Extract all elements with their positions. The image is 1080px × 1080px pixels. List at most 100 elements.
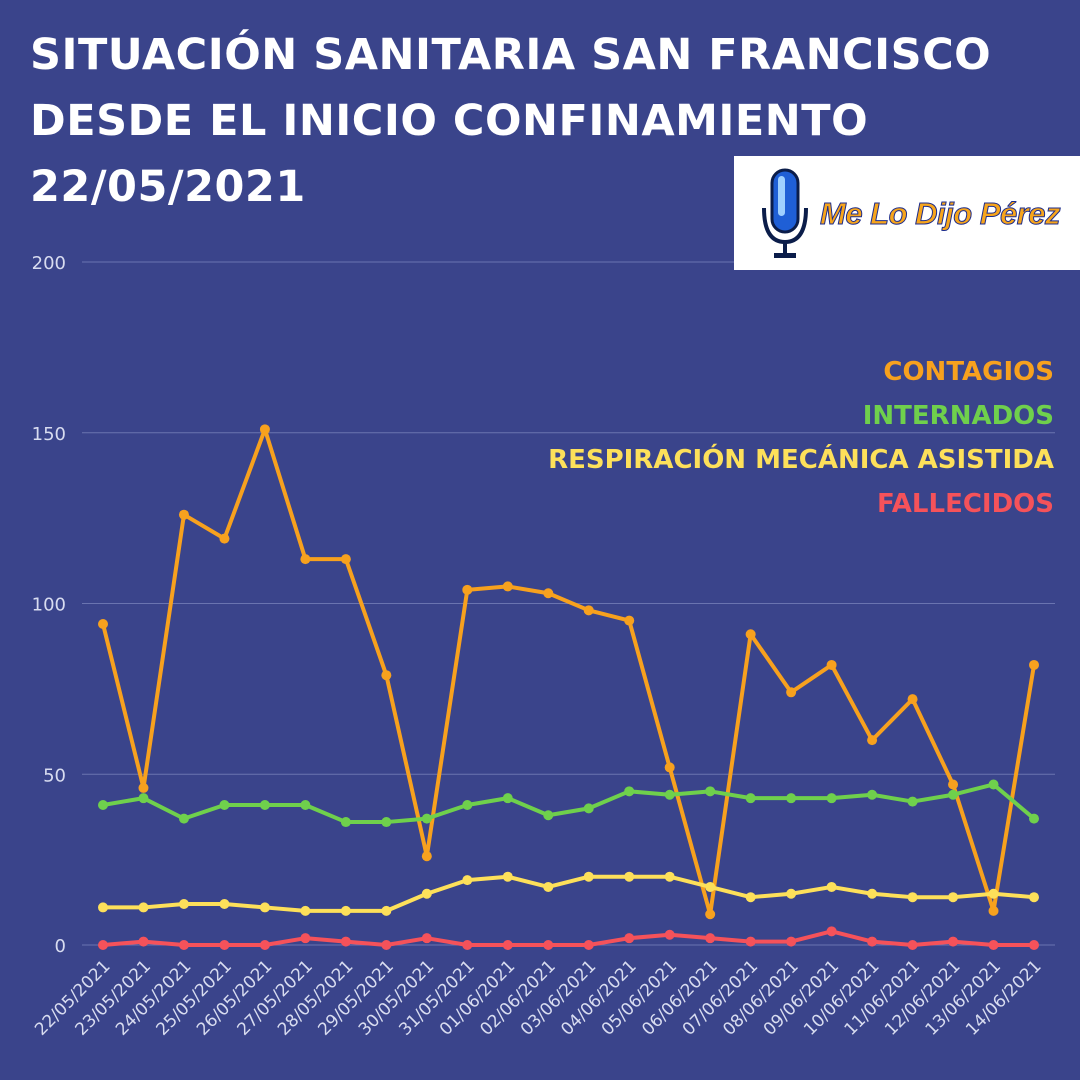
data-point <box>178 813 189 824</box>
data-point <box>745 936 756 947</box>
data-point <box>664 789 675 800</box>
data-point <box>1029 813 1039 824</box>
data-point <box>98 618 108 629</box>
data-point <box>300 799 311 810</box>
data-point <box>98 799 108 810</box>
data-point <box>705 786 716 797</box>
data-point <box>421 888 432 899</box>
data-point <box>826 881 837 892</box>
legend: CONTAGIOS INTERNADOS RESPIRACIÓN MECÁNIC… <box>548 350 1054 526</box>
data-point <box>867 789 878 800</box>
data-point <box>502 793 513 804</box>
data-point <box>907 694 918 705</box>
data-point <box>340 936 351 947</box>
data-point <box>178 899 189 910</box>
legend-fallecidos: FALLECIDOS <box>877 489 1054 519</box>
data-point <box>543 588 554 599</box>
data-point <box>583 940 594 950</box>
title-line-2: DESDE EL INICIO CONFINAMIENTO <box>30 96 869 146</box>
data-point <box>381 670 392 681</box>
data-point <box>583 871 594 882</box>
data-point <box>948 779 959 790</box>
data-point <box>219 799 230 810</box>
data-point <box>340 554 351 565</box>
data-point <box>543 881 554 892</box>
data-point <box>624 615 635 626</box>
data-point <box>988 779 999 790</box>
data-point <box>462 584 473 595</box>
logo: Me Lo Dijo Pérez <box>734 156 1080 270</box>
series-line-0 <box>101 427 1036 917</box>
data-point <box>462 875 473 886</box>
y-tick-label: 150 <box>32 424 66 445</box>
data-point <box>502 871 513 882</box>
series-line-2 <box>103 874 1035 913</box>
data-point <box>826 793 837 804</box>
data-point <box>421 933 432 944</box>
data-point <box>705 933 716 944</box>
data-point <box>178 509 189 520</box>
data-point <box>826 659 837 670</box>
legend-respiracion: RESPIRACIÓN MECÁNICA ASISTIDA <box>548 445 1054 475</box>
data-point <box>907 892 918 903</box>
legend-internados: INTERNADOS <box>862 401 1054 431</box>
data-point <box>178 940 189 950</box>
data-point <box>867 735 878 746</box>
data-point <box>462 799 473 810</box>
data-point <box>624 786 635 797</box>
data-point <box>705 909 716 920</box>
data-point <box>300 933 311 944</box>
data-point <box>1029 659 1039 670</box>
data-point <box>786 793 797 804</box>
data-point <box>988 905 999 916</box>
y-tick-label: 100 <box>32 595 66 616</box>
data-point <box>583 605 594 616</box>
data-point <box>138 782 149 793</box>
data-point <box>948 892 959 903</box>
data-point <box>98 902 108 913</box>
data-point <box>948 936 959 947</box>
data-point <box>786 687 797 698</box>
series-line-1 <box>102 782 1036 825</box>
data-point <box>867 936 878 947</box>
data-point <box>98 940 108 950</box>
data-point <box>300 554 311 565</box>
data-point <box>664 762 675 773</box>
data-point <box>745 793 756 804</box>
data-point <box>421 851 432 862</box>
y-tick-label: 50 <box>43 765 66 786</box>
data-point <box>462 940 473 950</box>
data-point <box>259 799 270 810</box>
data-point <box>138 936 149 947</box>
data-point <box>421 813 432 824</box>
data-point <box>786 936 797 947</box>
data-point <box>543 940 554 950</box>
chart-title: SITUACIÓN SANITARIA SAN FRANCISCO DESDE … <box>30 22 991 220</box>
data-point <box>1029 940 1039 950</box>
data-point <box>624 933 635 944</box>
data-point <box>259 902 270 913</box>
title-line-3: 22/05/2021 <box>30 162 306 212</box>
data-point <box>664 871 675 882</box>
title-line-1: SITUACIÓN SANITARIA SAN FRANCISCO <box>30 30 992 80</box>
y-tick-label: 200 <box>32 253 66 274</box>
microphone-icon <box>762 168 808 258</box>
data-point <box>1029 892 1039 903</box>
data-point <box>826 926 837 937</box>
data-point <box>340 905 351 916</box>
data-point <box>745 629 756 640</box>
data-point <box>340 817 351 828</box>
data-point <box>907 940 918 950</box>
data-point <box>259 940 270 950</box>
data-point <box>786 888 797 899</box>
data-point <box>219 940 230 950</box>
data-point <box>664 929 675 940</box>
data-point <box>745 892 756 903</box>
data-point <box>219 533 230 544</box>
data-point <box>948 789 959 800</box>
data-point <box>988 888 999 899</box>
data-point <box>867 888 878 899</box>
data-point <box>502 940 513 950</box>
series-line-3 <box>102 929 1034 947</box>
